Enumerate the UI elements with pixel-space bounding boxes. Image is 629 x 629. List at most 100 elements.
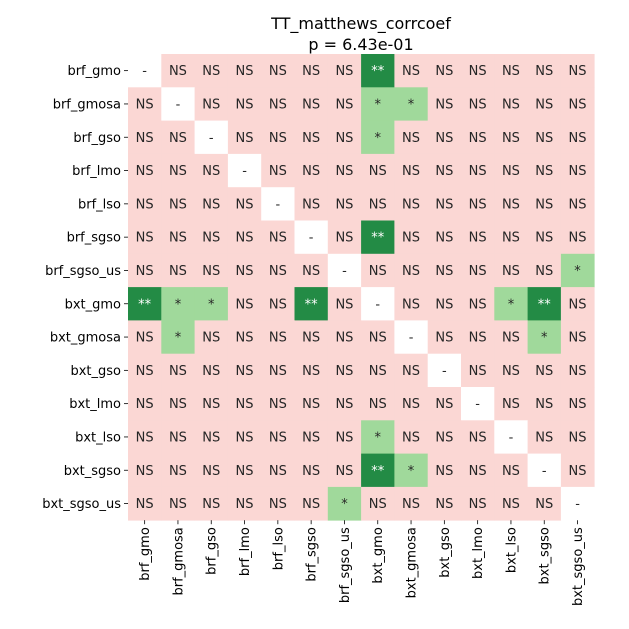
cell-bxt-sgso-brf-sgso	[294, 453, 329, 488]
cell-label: NS	[502, 131, 520, 146]
y-axis: brf_gmo brf_gmosa brf_gso brf_lmo brf_lsobrf…	[42, 64, 128, 512]
cell-bxt-sgso-brf-lmo	[227, 453, 262, 488]
cell-bxt-lso-brf-gso	[194, 420, 229, 454]
x-tick-label-bxt-lmo: bxt_lmo	[471, 527, 486, 579]
cell-label: NS	[269, 464, 287, 479]
cell-label: NS	[402, 264, 420, 279]
cell-label: NS	[435, 297, 453, 312]
cell-bxt-gmo-bxt-lmo	[461, 287, 495, 321]
cell-label: NS	[169, 430, 187, 445]
cell-bxt-sgso-us-bxt-lmo	[461, 486, 495, 521]
cell-label: NS	[302, 197, 320, 212]
cell-bxt-sgso-us-brf-lmo	[227, 486, 262, 521]
cell-bxt-sgso-bxt-sgso-us	[560, 453, 595, 488]
cell-bxt-gmosa-bxt-sgso	[527, 320, 562, 355]
cell-bxt-gmosa-brf-gso	[194, 320, 229, 355]
y-tick-label-brf-sgso: brf_sgso	[67, 231, 121, 246]
cell-label: NS	[236, 64, 254, 79]
x-tick-label-bxt-gso: bxt_gso	[438, 527, 453, 578]
cell-bxt-gmo-bxt-sgso	[527, 287, 562, 321]
cell-label: NS	[269, 164, 287, 179]
cell-label: -	[275, 197, 280, 212]
cell-brf-gmo-brf-lmo	[227, 54, 262, 88]
cell-brf-lso-bxt-gso	[427, 187, 462, 221]
cell-label: NS	[535, 430, 553, 445]
cell-label: NS	[502, 364, 520, 379]
x-tick-label-brf-sgso-us: brf_sgso_us	[338, 527, 353, 603]
cell-bxt-lmo-brf-sgso-us	[327, 387, 362, 421]
cell-label: NS	[369, 397, 387, 412]
cell-label: NS	[569, 164, 587, 179]
cell-brf-lso-brf-sgso	[294, 187, 329, 221]
cell-label: NS	[236, 397, 254, 412]
cell-brf-gso-brf-lmo	[227, 120, 262, 155]
cell-bxt-gso-bxt-gmosa	[394, 353, 429, 388]
cell-bxt-sgso-us-bxt-lso	[494, 486, 528, 521]
cell-bxt-sgso-us-brf-gmosa	[161, 486, 195, 521]
cell-label: NS	[369, 364, 387, 379]
y-tick-label-bxt-lso: bxt_lso	[75, 430, 121, 445]
cell-label: NS	[202, 497, 220, 512]
cell-brf-gmosa-brf-lmo	[227, 87, 262, 121]
cell-label: NS	[202, 364, 220, 379]
chart-subtitle: p = 6.43e-01	[308, 35, 413, 54]
cell-label: NS	[502, 264, 520, 279]
cell-label: NS	[402, 164, 420, 179]
cell-label: NS	[136, 497, 154, 512]
cell-label: NS	[169, 231, 187, 246]
cell-brf-gso-bxt-sgso-us	[560, 120, 595, 155]
cell-bxt-lso-bxt-sgso-us	[560, 420, 595, 454]
cell-bxt-gmosa-bxt-lmo	[461, 320, 495, 355]
cell-label: NS	[502, 464, 520, 479]
x-tick-label-bxt-gmo: bxt_gmo	[371, 527, 386, 583]
cell-label: NS	[335, 164, 353, 179]
y-tick-label-brf-gmosa: brf_gmosa	[53, 97, 121, 112]
cell-bxt-lmo-brf-lmo	[227, 387, 262, 421]
cell-bxt-sgso-us-bxt-gmo	[361, 486, 395, 521]
cell-label: NS	[402, 64, 420, 79]
cell-bxt-lmo-bxt-gso	[427, 387, 462, 421]
cell-bxt-gmosa-bxt-gso	[427, 320, 462, 355]
cell-label: NS	[535, 131, 553, 146]
cell-label: NS	[469, 331, 487, 346]
cell-label: NS	[569, 364, 587, 379]
cell-bxt-sgso-bxt-gmosa	[394, 453, 429, 488]
cell-brf-lmo-bxt-gmosa	[394, 153, 429, 188]
cell-label: NS	[335, 64, 353, 79]
cell-brf-lso-brf-sgso-us	[327, 187, 362, 221]
cell-brf-lso-bxt-lmo	[461, 187, 495, 221]
cell-brf-gmosa-bxt-lso	[494, 87, 528, 121]
cell-label: NS	[202, 430, 220, 445]
cell-label: *	[408, 97, 415, 112]
cell-label: NS	[302, 164, 320, 179]
cell-label: NS	[236, 430, 254, 445]
cell-label: NS	[302, 64, 320, 79]
cell-bxt-lso-brf-sgso-us	[327, 420, 362, 454]
cell-label: NS	[435, 264, 453, 279]
cell-brf-lso-bxt-sgso-us	[560, 187, 595, 221]
cell-bxt-gso-bxt-lmo	[461, 353, 495, 388]
cell-label: NS	[335, 131, 353, 146]
cell-brf-gso-bxt-gmosa	[394, 120, 429, 155]
cell-bxt-gso-brf-sgso	[294, 353, 329, 388]
cell-label: NS	[469, 430, 487, 445]
cell-bxt-lso-brf-gmo	[128, 420, 162, 454]
cell-bxt-gso-bxt-sgso	[527, 353, 562, 388]
cell-brf-gso-bxt-gmo	[361, 120, 395, 155]
cell-label: NS	[302, 364, 320, 379]
cell-label: NS	[502, 64, 520, 79]
cell-brf-lso-bxt-sgso	[527, 187, 562, 221]
cell-brf-lmo-bxt-gso	[427, 153, 462, 188]
y-tick-label-brf-gso: brf_gso	[73, 131, 121, 146]
cell-label: NS	[269, 231, 287, 246]
cell-label: NS	[502, 197, 520, 212]
cell-brf-sgso-brf-gso	[194, 220, 229, 255]
cell-brf-gmo-bxt-gmosa	[394, 54, 429, 88]
cell-label: NS	[169, 464, 187, 479]
cell-label: -	[375, 297, 380, 312]
cell-label: NS	[335, 397, 353, 412]
cell-label: NS	[302, 264, 320, 279]
cell-label: NS	[236, 497, 254, 512]
cell-label: NS	[169, 264, 187, 279]
